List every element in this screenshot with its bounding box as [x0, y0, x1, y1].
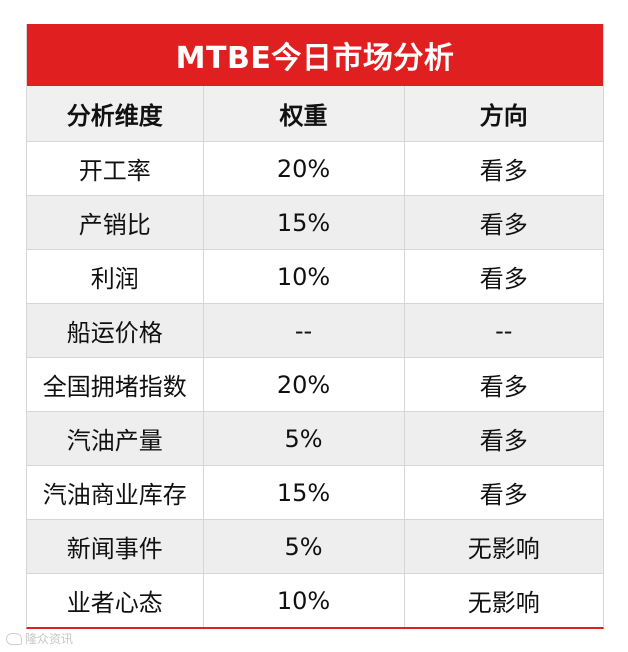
table-row: 业者心态 10% 无影响	[27, 573, 603, 627]
cell-weight: 10%	[203, 249, 405, 304]
cell-dimension: 汽油商业库存	[27, 465, 204, 520]
table-row: 汽油产量 5% 看多	[27, 411, 603, 466]
cell-dimension: 产销比	[27, 195, 204, 250]
weibo-icon	[6, 632, 22, 645]
cell-direction: 看多	[404, 195, 603, 250]
table-row: 新闻事件 5% 无影响	[27, 519, 603, 574]
table-row: 开工率 20% 看多	[27, 141, 603, 196]
cell-dimension: 全国拥堵指数	[27, 357, 204, 412]
table-row: 船运价格 -- --	[27, 303, 603, 358]
cell-weight: 20%	[203, 141, 405, 196]
cell-direction: --	[404, 303, 603, 358]
cell-weight: 20%	[203, 357, 405, 412]
cell-direction: 看多	[404, 411, 603, 466]
watermark-text: 隆众资讯	[25, 632, 74, 646]
cell-dimension: 业者心态	[27, 573, 204, 627]
cell-direction: 看多	[404, 141, 603, 196]
cell-weight: --	[203, 303, 405, 358]
header-dimension: 分析维度	[27, 86, 204, 142]
cell-dimension: 利润	[27, 249, 204, 304]
table-title: MTBE今日市场分析	[27, 24, 603, 86]
cell-weight: 5%	[203, 411, 405, 466]
cell-direction: 看多	[404, 465, 603, 520]
cell-dimension: 船运价格	[27, 303, 204, 358]
cell-weight: 15%	[203, 465, 405, 520]
watermark: 隆众资讯	[6, 630, 73, 647]
cell-direction: 无影响	[404, 573, 603, 627]
analysis-table: 分析维度 权重 方向 开工率 20% 看多 产销比 15% 看多 利润 10% …	[27, 86, 603, 627]
cell-direction: 看多	[404, 249, 603, 304]
header-weight: 权重	[203, 86, 405, 142]
market-analysis-table-container: MTBE今日市场分析 分析维度 权重 方向 开工率 20% 看多 产销比 15%…	[26, 24, 604, 629]
table-row: 产销比 15% 看多	[27, 195, 603, 250]
table-row: 利润 10% 看多	[27, 249, 603, 304]
cell-dimension: 汽油产量	[27, 411, 204, 466]
header-row: 分析维度 权重 方向	[27, 86, 603, 142]
header-direction: 方向	[404, 86, 603, 142]
cell-weight: 10%	[203, 573, 405, 627]
cell-weight: 15%	[203, 195, 405, 250]
table-row: 汽油商业库存 15% 看多	[27, 465, 603, 520]
cell-dimension: 新闻事件	[27, 519, 204, 574]
cell-dimension: 开工率	[27, 141, 204, 196]
cell-direction: 无影响	[404, 519, 603, 574]
cell-direction: 看多	[404, 357, 603, 412]
cell-weight: 5%	[203, 519, 405, 574]
table-row: 全国拥堵指数 20% 看多	[27, 357, 603, 412]
